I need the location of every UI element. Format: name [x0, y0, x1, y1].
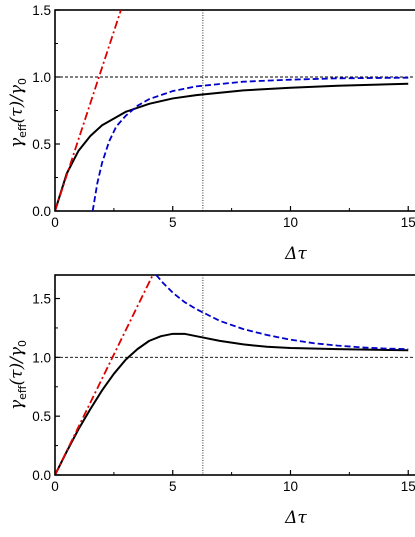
svg-text:γeff(τ)/γ0: γeff(τ)/γ0: [7, 340, 29, 410]
bottom-x-axis-label: Δτ: [284, 508, 307, 528]
bottom-x-tick-label: 10: [283, 479, 298, 494]
top-x-tick-label: 0: [51, 215, 59, 230]
top-y-tick-label: 0.0: [32, 204, 51, 219]
top-x-axis-label: Δτ: [284, 244, 307, 264]
top-panel: 0 5 10 15 0.0 0.5 1.0 1.5 Δτ γeff(τ)/γ0: [7, 3, 415, 264]
bottom-ticks: [54, 297, 409, 476]
bottom-reference-lines: [55, 275, 415, 475]
top-y-tick-label: 1.5: [32, 3, 51, 18]
top-y-tick-label: 1.0: [32, 70, 51, 85]
top-reference-lines: [55, 10, 415, 211]
top-series-dashed-line: [91, 76, 409, 211]
bottom-y-tick-label: 1.5: [32, 292, 51, 307]
bottom-plot-frame: [54, 274, 415, 476]
top-ticks: [54, 9, 409, 212]
top-series-solid-line: [55, 82, 409, 211]
svg-text:γeff(τ)/γ0: γeff(τ)/γ0: [7, 78, 29, 148]
bottom-y-tick-label: 0.5: [32, 409, 51, 424]
bottom-panel: 0 5 10 15 0.0 0.5 1.0 1.5 Δτ γeff(τ)/γ0: [7, 274, 415, 528]
top-x-tick-label: 10: [283, 215, 298, 230]
top-tick-labels: 0 5 10 15 0.0 0.5 1.0 1.5: [32, 3, 415, 230]
top-x-tick-label: 15: [401, 215, 415, 230]
bottom-series-dashdot-line: [55, 275, 154, 475]
bottom-series-solid-line: [55, 332, 409, 475]
bottom-y-axis-label: γeff(τ)/γ0: [7, 340, 29, 410]
top-plot-frame: [54, 9, 415, 212]
bottom-x-tick-label: 5: [169, 479, 177, 494]
top-y-axis-label: γeff(τ)/γ0: [7, 78, 29, 148]
bottom-series-dashed-line: [155, 275, 409, 351]
bottom-x-tick-label: 15: [401, 479, 415, 494]
bottom-series-group: [55, 275, 409, 475]
top-series-dashdot-line: [55, 10, 122, 211]
bottom-y-tick-label: 0.0: [32, 468, 51, 483]
top-series-group: [55, 10, 409, 211]
bottom-y-tick-label: 1.0: [32, 350, 51, 365]
bottom-x-tick-label: 0: [51, 479, 59, 494]
bottom-tick-labels: 0 5 10 15 0.0 0.5 1.0 1.5: [32, 292, 415, 494]
top-y-tick-label: 0.5: [32, 137, 51, 152]
top-x-tick-label: 5: [169, 215, 177, 230]
